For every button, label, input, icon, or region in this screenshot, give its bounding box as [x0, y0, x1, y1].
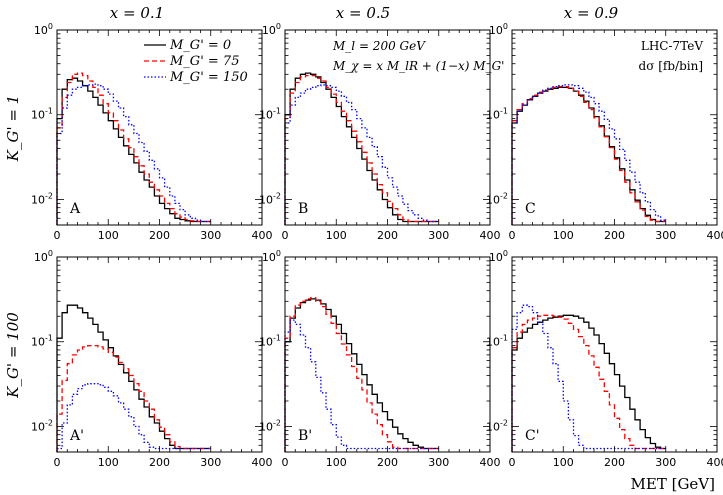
- x-tick-label: 100: [98, 456, 119, 469]
- y-tick-label: 10-1: [486, 107, 508, 122]
- x-tick-label: 400: [252, 456, 273, 469]
- y-tick-label: 100: [489, 22, 508, 37]
- x-tick-label: 0: [282, 456, 289, 469]
- panel-frame: [511, 256, 718, 453]
- series-line-c-0: [511, 86, 666, 225]
- panel-letter: C': [525, 428, 540, 444]
- y-tick-label: 100: [262, 249, 281, 264]
- panel-frame: [284, 256, 491, 453]
- y-tick-label: 10-1: [259, 107, 281, 122]
- x-tick-label: 200: [604, 456, 625, 469]
- panel-b: 0 100 200 300 400 10-2 10-1 100 B: [259, 22, 500, 242]
- legend-label-mg75: M_G' = 75: [169, 54, 239, 69]
- x-tick-label: 400: [480, 229, 501, 242]
- x-tick-label: 300: [200, 229, 221, 242]
- series-line-a-prime-150: [56, 383, 211, 452]
- y-tick-label: 10-1: [31, 107, 53, 122]
- x-tick-label: 300: [428, 229, 449, 242]
- x-tick-label: 300: [428, 456, 449, 469]
- series-line-a-150: [56, 83, 211, 225]
- panel-letter: B: [298, 201, 308, 217]
- series-line-b-150: [284, 84, 439, 225]
- panel-letter: C: [525, 201, 536, 217]
- x-tick-label: 100: [553, 229, 574, 242]
- annotation-units: dσ [fb/bin]: [639, 59, 703, 73]
- column-header-x05: x = 0.5: [336, 4, 390, 22]
- y-tick-label: 100: [34, 249, 53, 264]
- y-tick-label: 10-2: [486, 418, 508, 433]
- x-tick-label: 0: [282, 229, 289, 242]
- x-tick-label: 400: [707, 229, 723, 242]
- x-tick-label: 400: [707, 456, 723, 469]
- annotation-collider: LHC-7TeV: [641, 39, 703, 53]
- x-tick-label: 200: [377, 456, 398, 469]
- x-tick-label: 200: [149, 229, 170, 242]
- y-tick-label: 10-1: [259, 334, 281, 349]
- row-label-kg100: K_G' = 100: [4, 312, 22, 399]
- series-line-b-prime-0: [284, 298, 439, 452]
- series-line-b-75: [284, 74, 439, 225]
- column-header-x01: x = 0.1: [110, 4, 164, 22]
- y-tick-label: 100: [262, 22, 281, 37]
- series-line-a-prime-75: [56, 344, 211, 452]
- y-tick-label: 10-2: [259, 191, 281, 206]
- series-line-c-prime-75: [511, 314, 666, 452]
- x-tick-label: 100: [553, 456, 574, 469]
- row-label-kg1: K_G' = 1: [4, 95, 22, 162]
- y-tick-label: 10-2: [31, 418, 53, 433]
- panel-a: 0 100 200 300 400 10-2 10-1 100 A: [31, 22, 272, 242]
- x-tick-label: 200: [377, 229, 398, 242]
- y-tick-label: 10-2: [486, 191, 508, 206]
- x-tick-label: 300: [655, 456, 676, 469]
- x-axis-label: MET [GeV]: [631, 475, 715, 493]
- y-tick-label: 10-1: [486, 334, 508, 349]
- panel-c: 0 100 200 300 400 10-2 10-1 100 C: [486, 22, 723, 242]
- x-tick-label: 200: [604, 229, 625, 242]
- legend: M_G' = 0 M_G' = 75 M_G' = 150: [144, 38, 248, 85]
- x-tick-label: 0: [509, 456, 516, 469]
- x-tick-label: 100: [326, 456, 347, 469]
- legend-label-mg150: M_G' = 150: [169, 70, 248, 85]
- x-tick-label: 400: [480, 456, 501, 469]
- series-line-c-prime-150: [511, 304, 666, 452]
- panel-letter: A: [69, 201, 81, 217]
- series-line-a-0: [56, 77, 211, 225]
- x-tick-label: 200: [149, 456, 170, 469]
- series-line-b-0: [284, 72, 439, 225]
- x-tick-label: 100: [98, 229, 119, 242]
- x-tick-label: 0: [54, 456, 61, 469]
- x-tick-label: 0: [509, 229, 516, 242]
- series-line-c-75: [511, 85, 666, 225]
- x-tick-label: 300: [200, 456, 221, 469]
- x-tick-label: 400: [252, 229, 273, 242]
- panel-b-prime: 0 100 200 300 400 10-2 10-1 100 B': [259, 249, 500, 469]
- series-line-c-prime-0: [511, 314, 666, 452]
- y-tick-label: 10-1: [31, 334, 53, 349]
- x-tick-label: 100: [326, 229, 347, 242]
- panel-letter: A': [69, 428, 84, 444]
- series-line-b-prime-75: [284, 297, 439, 452]
- series-line-a-prime-0: [56, 304, 211, 452]
- legend-label-mg0: M_G' = 0: [169, 38, 231, 53]
- y-tick-label: 100: [489, 249, 508, 264]
- x-tick-label: 300: [655, 229, 676, 242]
- y-tick-label: 10-2: [259, 418, 281, 433]
- panel-c-prime: 0 100 200 300 400 10-2 10-1 100 C': [486, 249, 723, 469]
- annotation-mass-relation: M_χ = x M_lR + (1−x) M_G': [332, 59, 504, 73]
- series-line-a-75: [56, 72, 211, 225]
- x-tick-label: 0: [54, 229, 61, 242]
- y-tick-label: 100: [34, 22, 53, 37]
- panel-letter: B': [298, 428, 312, 444]
- y-tick-label: 10-2: [31, 191, 53, 206]
- annotation-slepton-mass: M_l = 200 GeV: [332, 39, 426, 53]
- panel-a-prime: 0 100 200 300 400 10-2 10-1 100 A': [31, 249, 272, 469]
- column-header-x09: x = 0.9: [564, 4, 619, 22]
